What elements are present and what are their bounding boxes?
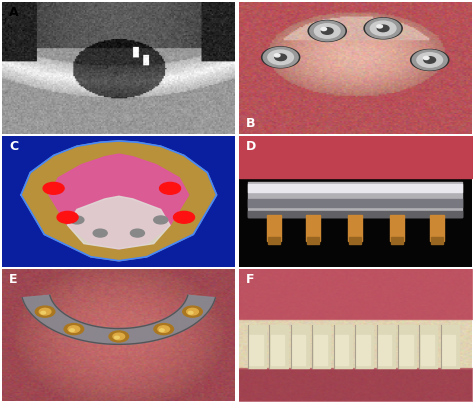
Text: F: F [246,273,254,286]
Bar [441,324,459,368]
Circle shape [417,53,443,67]
Bar [334,324,352,368]
Circle shape [39,308,51,315]
Circle shape [261,46,301,69]
Circle shape [158,326,170,332]
Bar [249,335,263,366]
Circle shape [160,183,181,194]
Bar [306,215,320,241]
Bar [355,324,373,368]
Circle shape [268,50,293,64]
Bar [442,335,456,366]
Polygon shape [21,141,217,261]
Circle shape [93,229,107,237]
Circle shape [109,331,128,342]
Bar [349,237,361,244]
Circle shape [41,312,46,314]
Bar [419,324,438,368]
Circle shape [173,212,194,223]
Bar [390,215,404,241]
Bar [398,324,416,368]
Circle shape [70,329,74,331]
Circle shape [274,54,280,57]
Circle shape [154,324,173,334]
Circle shape [314,24,340,38]
Circle shape [130,229,145,237]
Bar [378,335,391,366]
Circle shape [364,17,403,39]
Bar [399,335,412,366]
Bar [271,335,284,366]
Bar [430,215,444,241]
Text: C: C [9,139,18,153]
Bar [308,237,319,244]
Circle shape [183,306,202,317]
Bar [431,237,443,244]
Circle shape [188,312,193,314]
Circle shape [187,308,198,315]
Circle shape [410,49,449,71]
Bar [377,324,395,368]
Bar [348,215,362,241]
Circle shape [321,28,333,34]
Circle shape [377,25,389,32]
Bar [291,324,309,368]
Circle shape [308,20,347,42]
Bar [268,237,280,244]
Bar [313,335,327,366]
Bar [420,335,434,366]
Circle shape [35,306,55,317]
Circle shape [68,326,80,332]
Circle shape [115,336,119,339]
Bar [292,335,305,366]
Circle shape [370,21,396,35]
Bar [248,324,266,368]
Circle shape [263,48,298,67]
Bar [312,324,330,368]
Circle shape [43,183,64,194]
Bar [335,335,348,366]
Circle shape [377,25,383,28]
Circle shape [113,333,125,340]
Polygon shape [22,295,215,344]
Text: B: B [246,117,255,130]
Circle shape [70,216,84,224]
Circle shape [154,216,168,224]
Bar [391,237,403,244]
Circle shape [160,329,164,331]
Circle shape [64,324,84,334]
Text: D: D [246,139,256,153]
Text: A: A [9,6,19,19]
Polygon shape [68,196,170,249]
Bar [267,215,281,241]
Bar [356,335,370,366]
Text: E: E [9,273,18,286]
Circle shape [310,21,345,41]
Circle shape [412,50,447,70]
Bar [270,324,288,368]
Polygon shape [49,154,189,249]
Circle shape [365,19,401,38]
Circle shape [275,54,286,60]
Circle shape [424,57,436,63]
Circle shape [57,212,78,223]
Circle shape [321,27,327,31]
Circle shape [423,56,429,60]
